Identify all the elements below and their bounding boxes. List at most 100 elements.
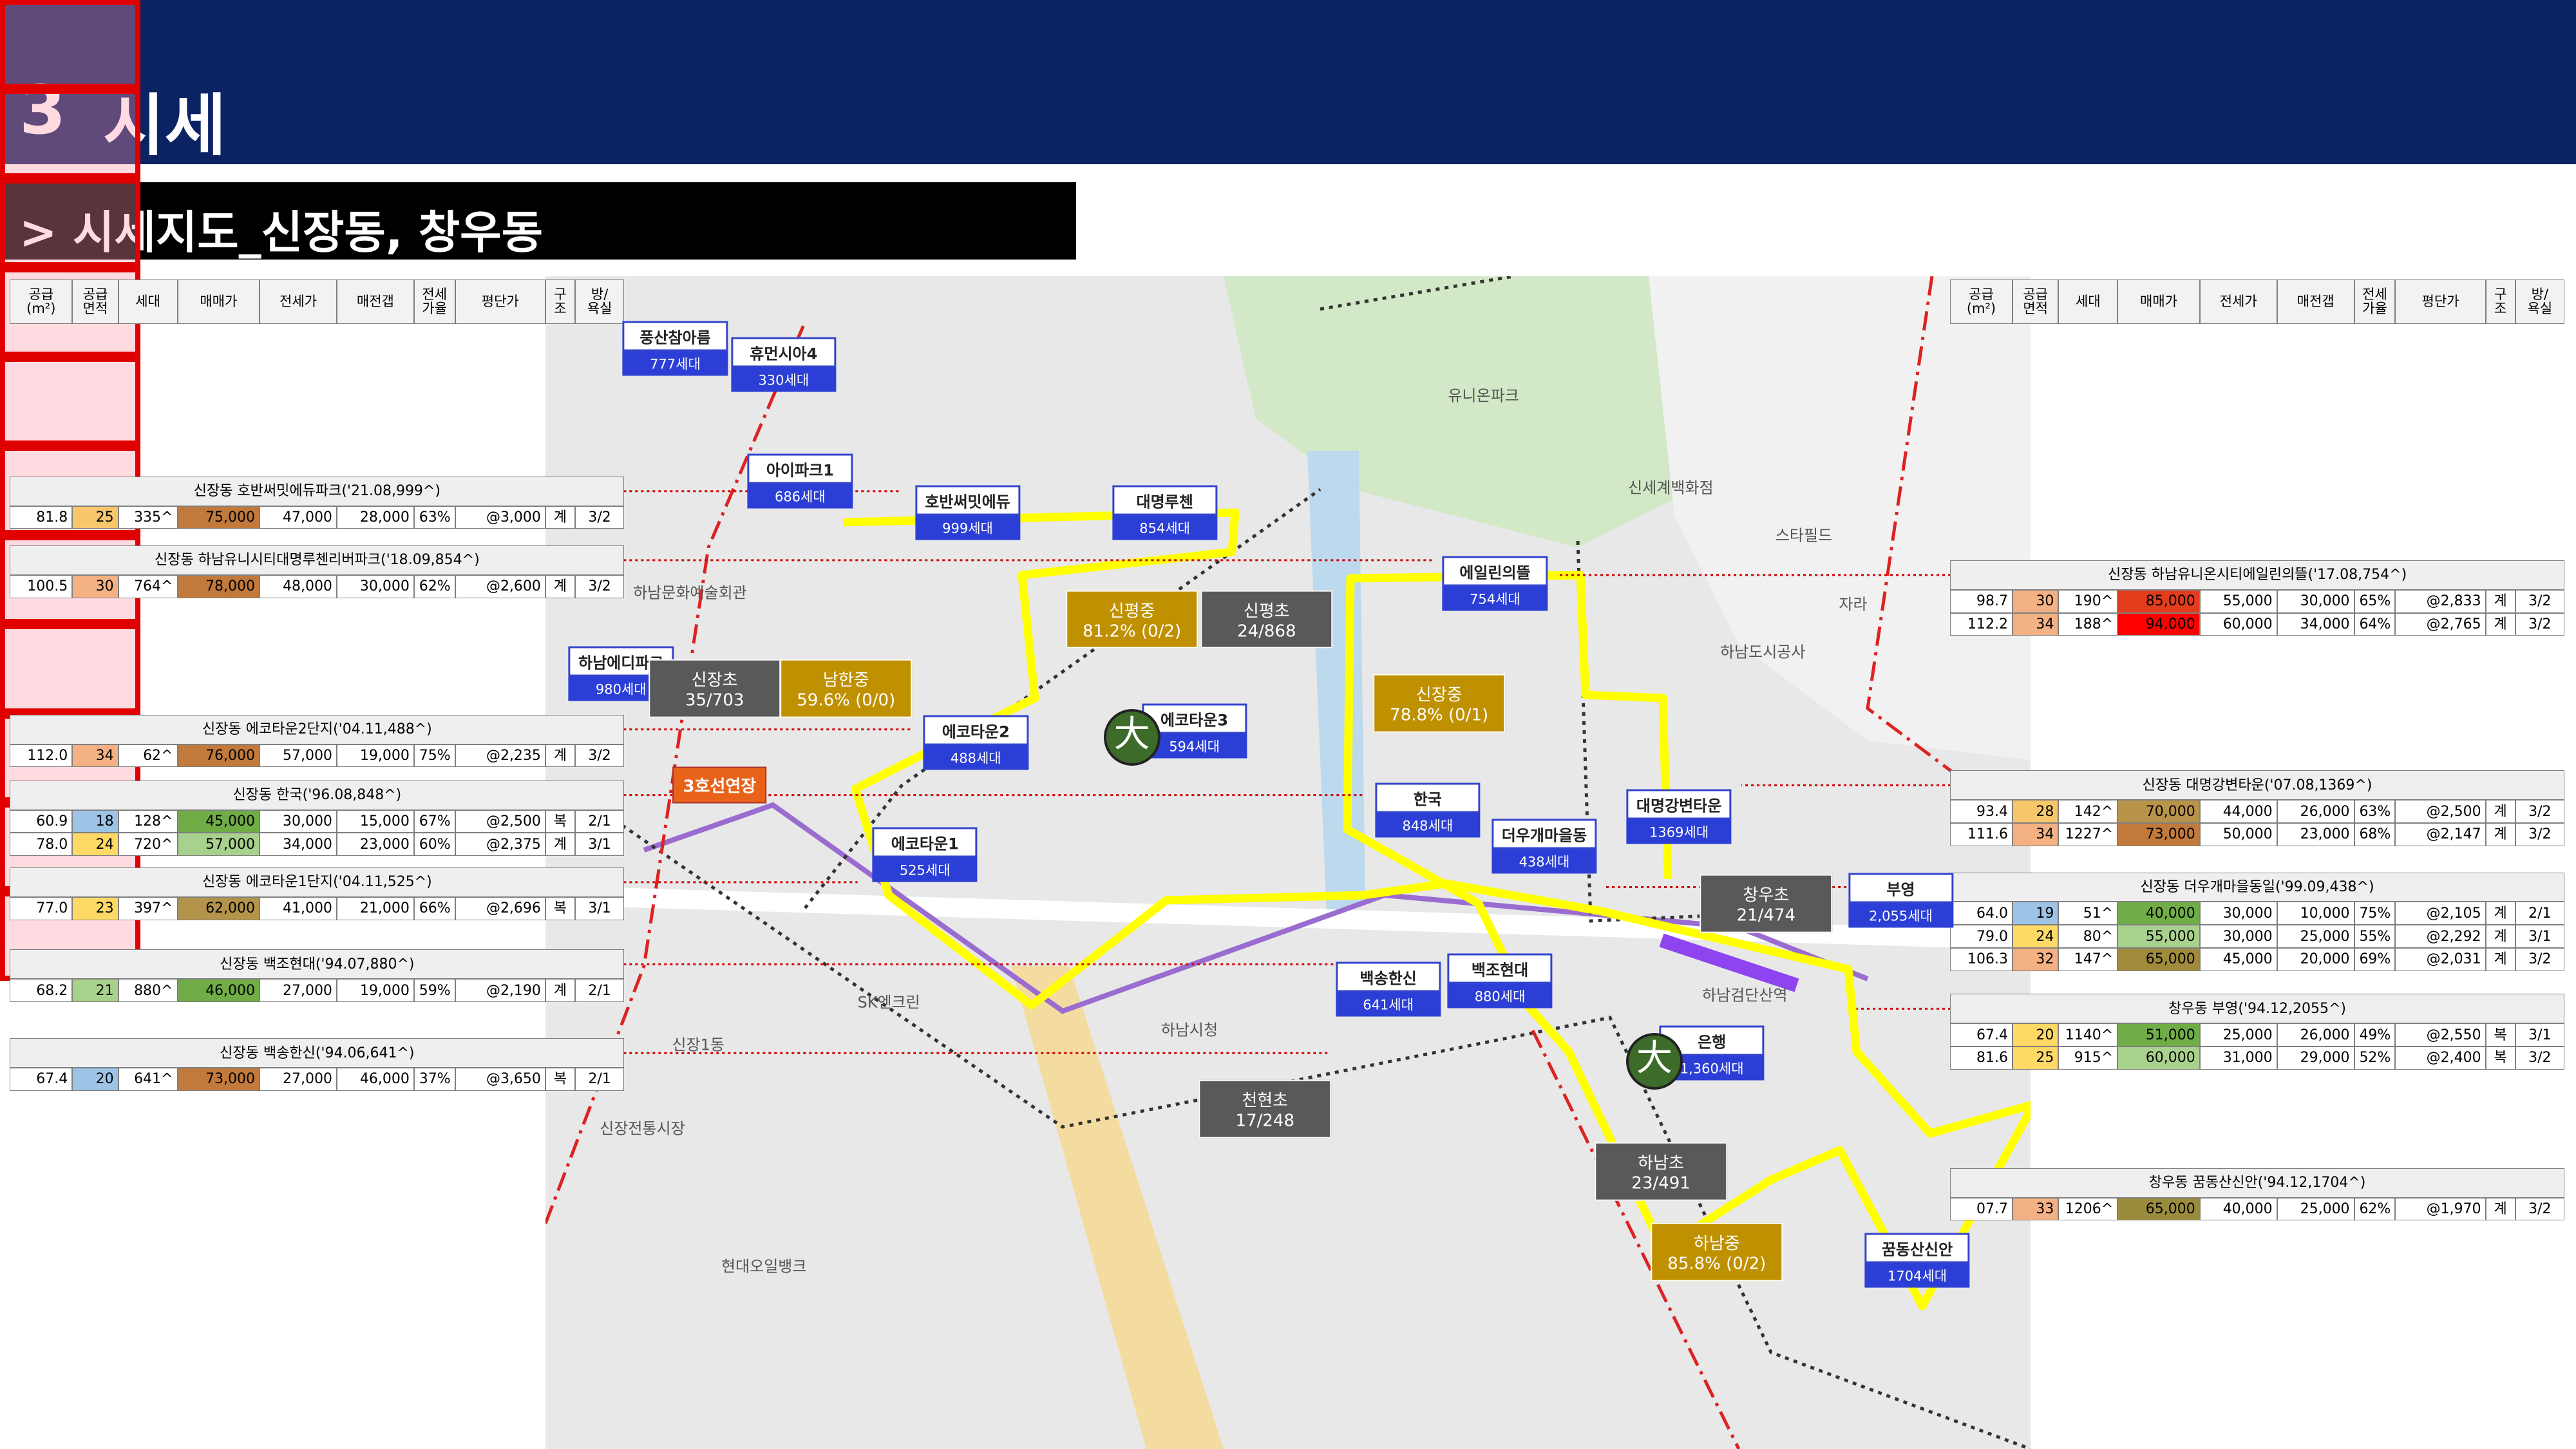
price-cell: 60,000 bbox=[2117, 1046, 2200, 1070]
complex-name: 에일린의뜰 bbox=[1442, 556, 1548, 587]
table-header-cell: 방/ 욕실 bbox=[2515, 279, 2565, 324]
price-cell: 57,000 bbox=[177, 833, 260, 857]
complex-name: 대명루첸 bbox=[1112, 485, 1218, 516]
price-cell: 49% bbox=[2354, 1023, 2396, 1046]
complex-name: 풍산참아름 bbox=[622, 321, 728, 352]
price-cell: 55,000 bbox=[2117, 925, 2200, 948]
price-cell: 62% bbox=[2354, 1197, 2396, 1221]
place-label: 신장1동 bbox=[672, 1036, 724, 1054]
price-cell: 2/1 bbox=[2515, 902, 2565, 925]
price-cell: 19,000 bbox=[336, 744, 414, 768]
price-cell: 94,000 bbox=[2117, 612, 2200, 636]
price-cell: 계 bbox=[545, 506, 575, 529]
price-cell: 복 bbox=[2485, 1046, 2515, 1070]
subway-line bbox=[1659, 933, 1799, 992]
school-name: 신평중 bbox=[1108, 601, 1155, 621]
complex-name: 아이파크1 bbox=[747, 453, 853, 484]
school-box: 신평중 81.2% (0/2) bbox=[1065, 590, 1198, 649]
price-cell: @2,235 bbox=[455, 744, 545, 768]
price-cell: 24 bbox=[2012, 925, 2059, 948]
price-cell: 65,000 bbox=[2117, 947, 2200, 971]
price-cell: 1140^ bbox=[2058, 1023, 2118, 1046]
price-cell: 44,000 bbox=[2199, 800, 2277, 824]
price-cell: 37% bbox=[413, 1068, 455, 1091]
price-cell: @2,833 bbox=[2395, 589, 2486, 613]
table-header-cell: 전세 가율 bbox=[2354, 279, 2396, 324]
table-header-cell: 구 조 bbox=[545, 279, 575, 324]
price-cell: 78,000 bbox=[177, 574, 260, 598]
price-cell: @2,292 bbox=[2395, 925, 2486, 948]
school-box: 천현초 17/248 bbox=[1198, 1079, 1332, 1139]
price-cell: 188^ bbox=[2058, 612, 2118, 636]
place-label: 하남시청 bbox=[1160, 1021, 1218, 1039]
table-header-cell: 구 조 bbox=[2485, 279, 2515, 324]
complex-marker: 에일린의뜰 754세대 bbox=[1442, 556, 1548, 611]
price-cell: 73,000 bbox=[177, 1068, 260, 1091]
road bbox=[1011, 966, 1224, 1449]
price-cell: 48,000 bbox=[260, 574, 337, 598]
price-cell: 3/2 bbox=[574, 574, 625, 598]
price-cell: 76,000 bbox=[177, 744, 260, 768]
price-cell: 3/2 bbox=[2515, 823, 2565, 846]
price-cell: 복 bbox=[545, 810, 575, 833]
price-cell: @2,190 bbox=[455, 979, 545, 1003]
price-cell: 112.0 bbox=[10, 744, 73, 768]
school-name: 하남초 bbox=[1638, 1153, 1684, 1173]
price-cell: 20 bbox=[72, 1068, 118, 1091]
school-name: 신장초 bbox=[691, 670, 738, 690]
price-cell: 31,000 bbox=[2199, 1046, 2277, 1070]
price-cell: 63% bbox=[413, 506, 455, 529]
table-header-cell: 매매가 bbox=[2117, 279, 2200, 324]
complex-name: 휴먼시아4 bbox=[731, 337, 837, 368]
price-cell: 25,000 bbox=[2277, 925, 2354, 948]
complex-households: 854세대 bbox=[1112, 515, 1218, 540]
price-cell: 계 bbox=[545, 979, 575, 1003]
price-cell: 720^ bbox=[118, 833, 178, 857]
table-header-cell: 방/ 욕실 bbox=[574, 279, 625, 324]
price-cell: 60% bbox=[413, 833, 455, 857]
price-cell: 19 bbox=[2012, 902, 2059, 925]
price-cell: 66% bbox=[413, 896, 455, 920]
price-cell: 1227^ bbox=[2058, 823, 2118, 846]
price-cell: 51,000 bbox=[2117, 1023, 2200, 1046]
price-cell: 147^ bbox=[2058, 947, 2118, 971]
complex-marker: 휴먼시아4 330세대 bbox=[731, 337, 837, 392]
highlight-box bbox=[0, 624, 140, 714]
price-cell: 30 bbox=[72, 574, 118, 598]
price-cell: 45,000 bbox=[177, 810, 260, 833]
table-header-cell: 전세가 bbox=[260, 279, 337, 324]
complex-name: 호반써밋에듀 bbox=[914, 485, 1021, 516]
property-title: 신장동 에코타운1단지('04.11,525^) bbox=[10, 867, 625, 897]
price-cell: @2,375 bbox=[455, 833, 545, 857]
complex-households: 525세대 bbox=[872, 857, 978, 882]
price-cell: 41,000 bbox=[260, 896, 337, 920]
complex-households: 754세대 bbox=[1442, 586, 1548, 611]
complex-households: 880세대 bbox=[1447, 983, 1553, 1009]
table-header-cell: 전세 가율 bbox=[413, 279, 455, 324]
complex-marker: 백송한신 641세대 bbox=[1335, 961, 1441, 1017]
complex-households: 641세대 bbox=[1335, 992, 1441, 1017]
place-label: 스타필드 bbox=[1775, 526, 1833, 545]
school-stat: 35/703 bbox=[685, 690, 744, 710]
complex-households: 1704세대 bbox=[1864, 1263, 1970, 1288]
price-cell: 57,000 bbox=[260, 744, 337, 768]
price-cell: 112.2 bbox=[1950, 612, 2012, 636]
price-cell: 계 bbox=[545, 574, 575, 598]
price-cell: 190^ bbox=[2058, 589, 2118, 613]
price-cell: 계 bbox=[2485, 925, 2515, 948]
complex-name: 백송한신 bbox=[1335, 961, 1441, 992]
price-cell: 3/2 bbox=[574, 506, 625, 529]
price-cell: 81.8 bbox=[10, 506, 73, 529]
price-cell: 81.6 bbox=[1950, 1046, 2012, 1070]
complex-name: 에코타운1 bbox=[872, 827, 978, 858]
price-cell: 65,000 bbox=[2117, 1197, 2200, 1221]
subway-line bbox=[643, 802, 1869, 1014]
price-cell: 50,000 bbox=[2199, 823, 2277, 846]
price-cell: 계 bbox=[2485, 1197, 2515, 1221]
school-stat: 24/868 bbox=[1237, 621, 1296, 641]
price-cell: 880^ bbox=[118, 979, 178, 1003]
school-name: 하남중 bbox=[1693, 1234, 1740, 1254]
price-cell: 85,000 bbox=[2117, 589, 2200, 613]
